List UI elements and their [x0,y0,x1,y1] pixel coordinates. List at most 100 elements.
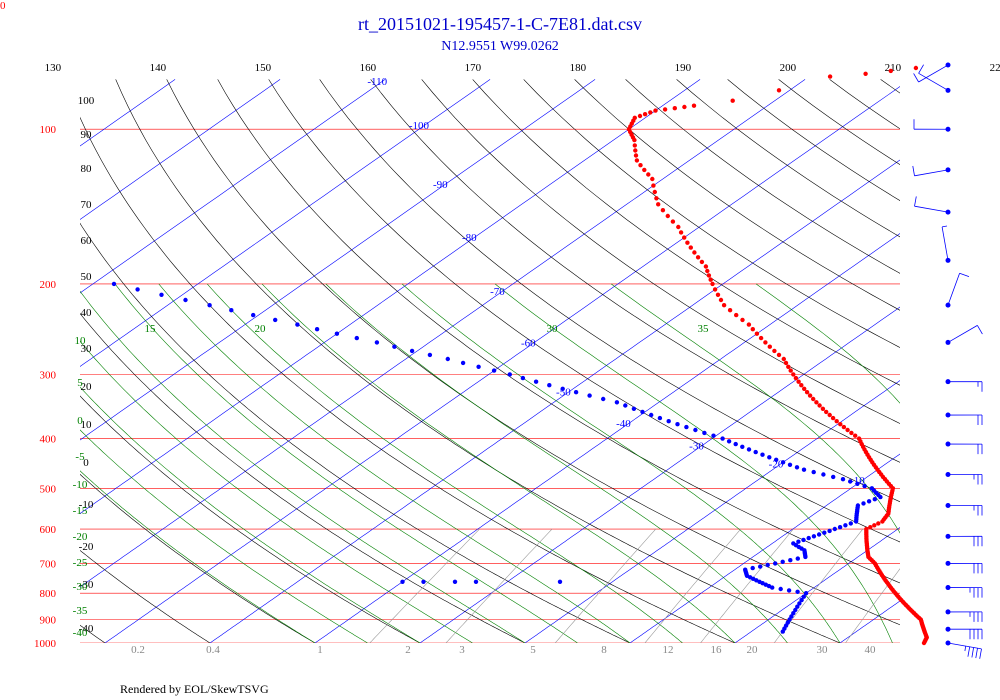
data-point [767,455,772,460]
wind-barb-staff [947,325,978,343]
data-point [855,481,860,486]
isotherm-label: -100 [409,120,430,132]
data-point [648,110,653,115]
data-point [864,535,869,541]
wind-barb-flag [959,272,970,277]
mixing-ratio-label: 20 [747,644,759,656]
data-point [772,348,777,354]
data-point [672,106,677,111]
dry-adiabat-label: 50 [81,271,93,283]
data-point [614,400,620,405]
data-point [866,499,872,504]
data-point [720,436,725,441]
moist-adiabat-label: 30 [547,323,559,335]
dry-adiabat-line [80,116,736,643]
data-point [750,565,755,571]
data-point [721,303,727,308]
data-point [409,348,415,354]
wind-barb [945,441,983,455]
data-point [820,406,826,411]
moist-adiabat-line [494,283,893,643]
dry-adiabat-line [727,79,900,201]
isobar-label: 600 [40,524,57,536]
data-point [799,597,804,603]
isotherm-label: -20 [769,458,784,470]
data-point [780,559,785,564]
data-point [862,483,867,489]
data-point [746,447,752,452]
data-point [727,308,733,313]
data-point [703,264,709,269]
isotherm-line [734,527,900,643]
data-point [796,379,801,384]
isotherm-line [0,79,70,643]
top-tick-label: 210 [885,62,902,74]
dry-adiabat-label: 80 [81,163,93,175]
top-tick-label: 130 [45,62,62,74]
data-point [822,530,827,535]
data-point [666,419,671,424]
mixing-ratio-label: 0.4 [206,644,220,656]
data-point [861,501,866,506]
wind-barb [945,503,983,516]
dry-adiabat-label: 0 [83,457,89,469]
wind-barb [945,640,982,659]
moist-adiabat-label: -20 [73,531,88,543]
data-point [838,422,843,427]
isotherm-label: -50 [556,387,571,399]
data-point [651,183,656,188]
wind-barb-staff [918,64,949,83]
data-point [557,579,563,584]
data-point [776,88,782,93]
data-point [491,368,497,373]
moist-adiabat-line [610,283,900,534]
dry-adiabat-line [523,79,900,348]
top-tick-label: 160 [360,62,377,74]
data-point [743,569,748,574]
moist-adiabat-label: 0 [77,415,83,427]
data-point [726,439,732,444]
data-point [711,433,716,438]
data-point [811,469,816,475]
isobar-label: 300 [40,369,57,381]
dry-adiabat-label: 40 [81,307,93,319]
data-point [638,163,643,168]
data-point [834,419,839,424]
data-point [682,104,687,110]
isotherm-label: -40 [616,418,631,430]
data-point [840,477,846,482]
dry-adiabat-line [115,79,841,643]
data-point [867,556,873,561]
isobar-label: 800 [40,588,57,600]
dry-adiabat-line [829,79,900,130]
data-point [640,409,645,415]
data-point [632,143,637,148]
data-point [660,208,666,213]
moist-adiabat-label: 35 [698,323,710,335]
moist-adiabat-line [923,284,1000,643]
wind-barb-staff [947,273,960,306]
top-tick-label: 200 [780,62,797,74]
isotherm-line [839,600,900,643]
data-point [767,344,772,349]
data-point [400,579,405,584]
label-layer: 1002003004005006007008009001000110120130… [34,62,1000,656]
dry-adiabat-line [268,79,900,543]
data-point [746,322,752,327]
dry-adiabat-label: -20 [79,541,94,553]
data-point [653,108,658,113]
moist-adiabat-label: -30 [73,581,88,593]
isotherm-label: -110 [367,76,387,88]
data-point [849,430,854,436]
temperature-series [626,65,929,646]
data-point [760,581,765,586]
data-point [841,424,847,430]
wind-barb [945,379,983,392]
dry-adiabat-label: -30 [79,579,94,591]
data-point [900,599,906,604]
data-point [848,479,853,484]
data-point [706,273,712,278]
wind-barb [945,609,983,622]
data-point [872,497,877,502]
data-point [786,364,791,369]
